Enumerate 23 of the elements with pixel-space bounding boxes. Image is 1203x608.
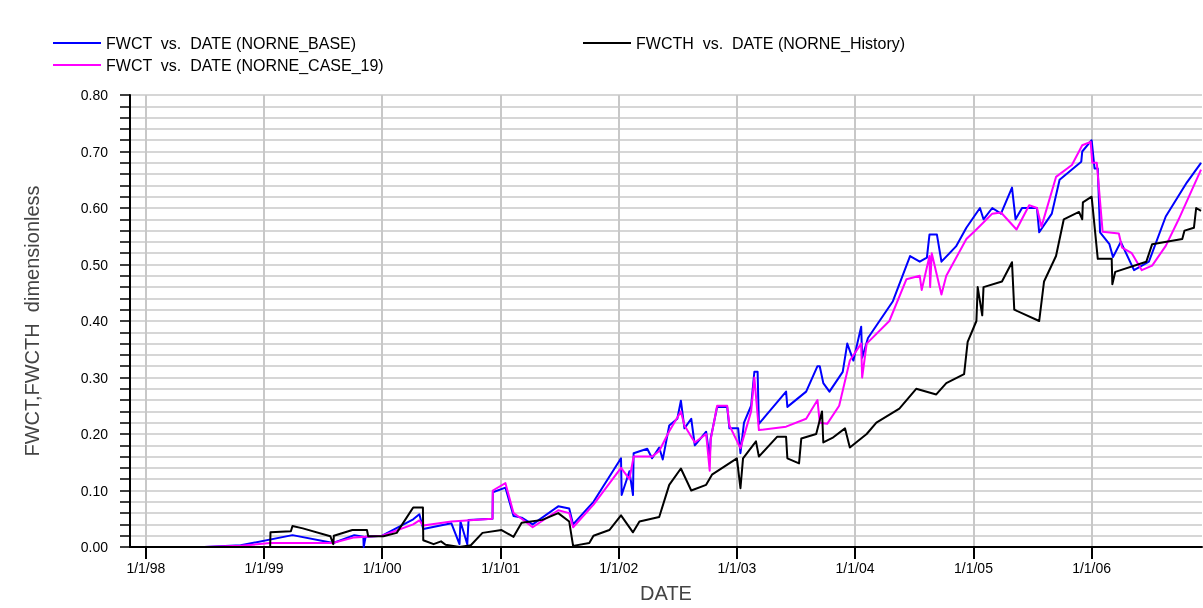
x-axis-title: DATE xyxy=(640,582,692,604)
x-tick-label: 1/1/00 xyxy=(362,560,402,576)
y-tick-label: 0.60 xyxy=(80,200,109,216)
y-tick-label: 0.20 xyxy=(80,426,109,442)
x-tick-label: 1/1/98 xyxy=(126,560,166,576)
legend-label: FWCT vs. DATE (NORNE_CASE_19) xyxy=(106,56,384,75)
x-tick-label: 1/1/01 xyxy=(481,560,521,576)
y-tick-label: 0.40 xyxy=(80,313,109,329)
x-tick-label: 1/1/02 xyxy=(599,560,639,576)
y-tick-label: 0.30 xyxy=(80,369,109,386)
x-tick-label: 1/1/03 xyxy=(717,560,757,576)
y-axis-title: FWCT,FWCTH dimensionless xyxy=(21,185,43,457)
y-tick-label: 0.00 xyxy=(80,539,109,555)
y-tick-label: 0.10 xyxy=(80,482,109,499)
x-tick-label: 1/1/04 xyxy=(835,560,875,576)
y-tick-label: 0.50 xyxy=(80,256,109,273)
x-tick-label: 1/1/05 xyxy=(954,560,994,576)
y-tick-label: 0.70 xyxy=(80,143,109,160)
legend-label: FWCT vs. DATE (NORNE_BASE) xyxy=(106,34,357,53)
x-tick-label: 1/1/99 xyxy=(244,560,284,576)
legend-label: FWCTH vs. DATE (NORNE_History) xyxy=(636,34,906,53)
x-tick-label: 1/1/06 xyxy=(1072,560,1112,576)
y-tick-label: 0.80 xyxy=(80,87,109,103)
